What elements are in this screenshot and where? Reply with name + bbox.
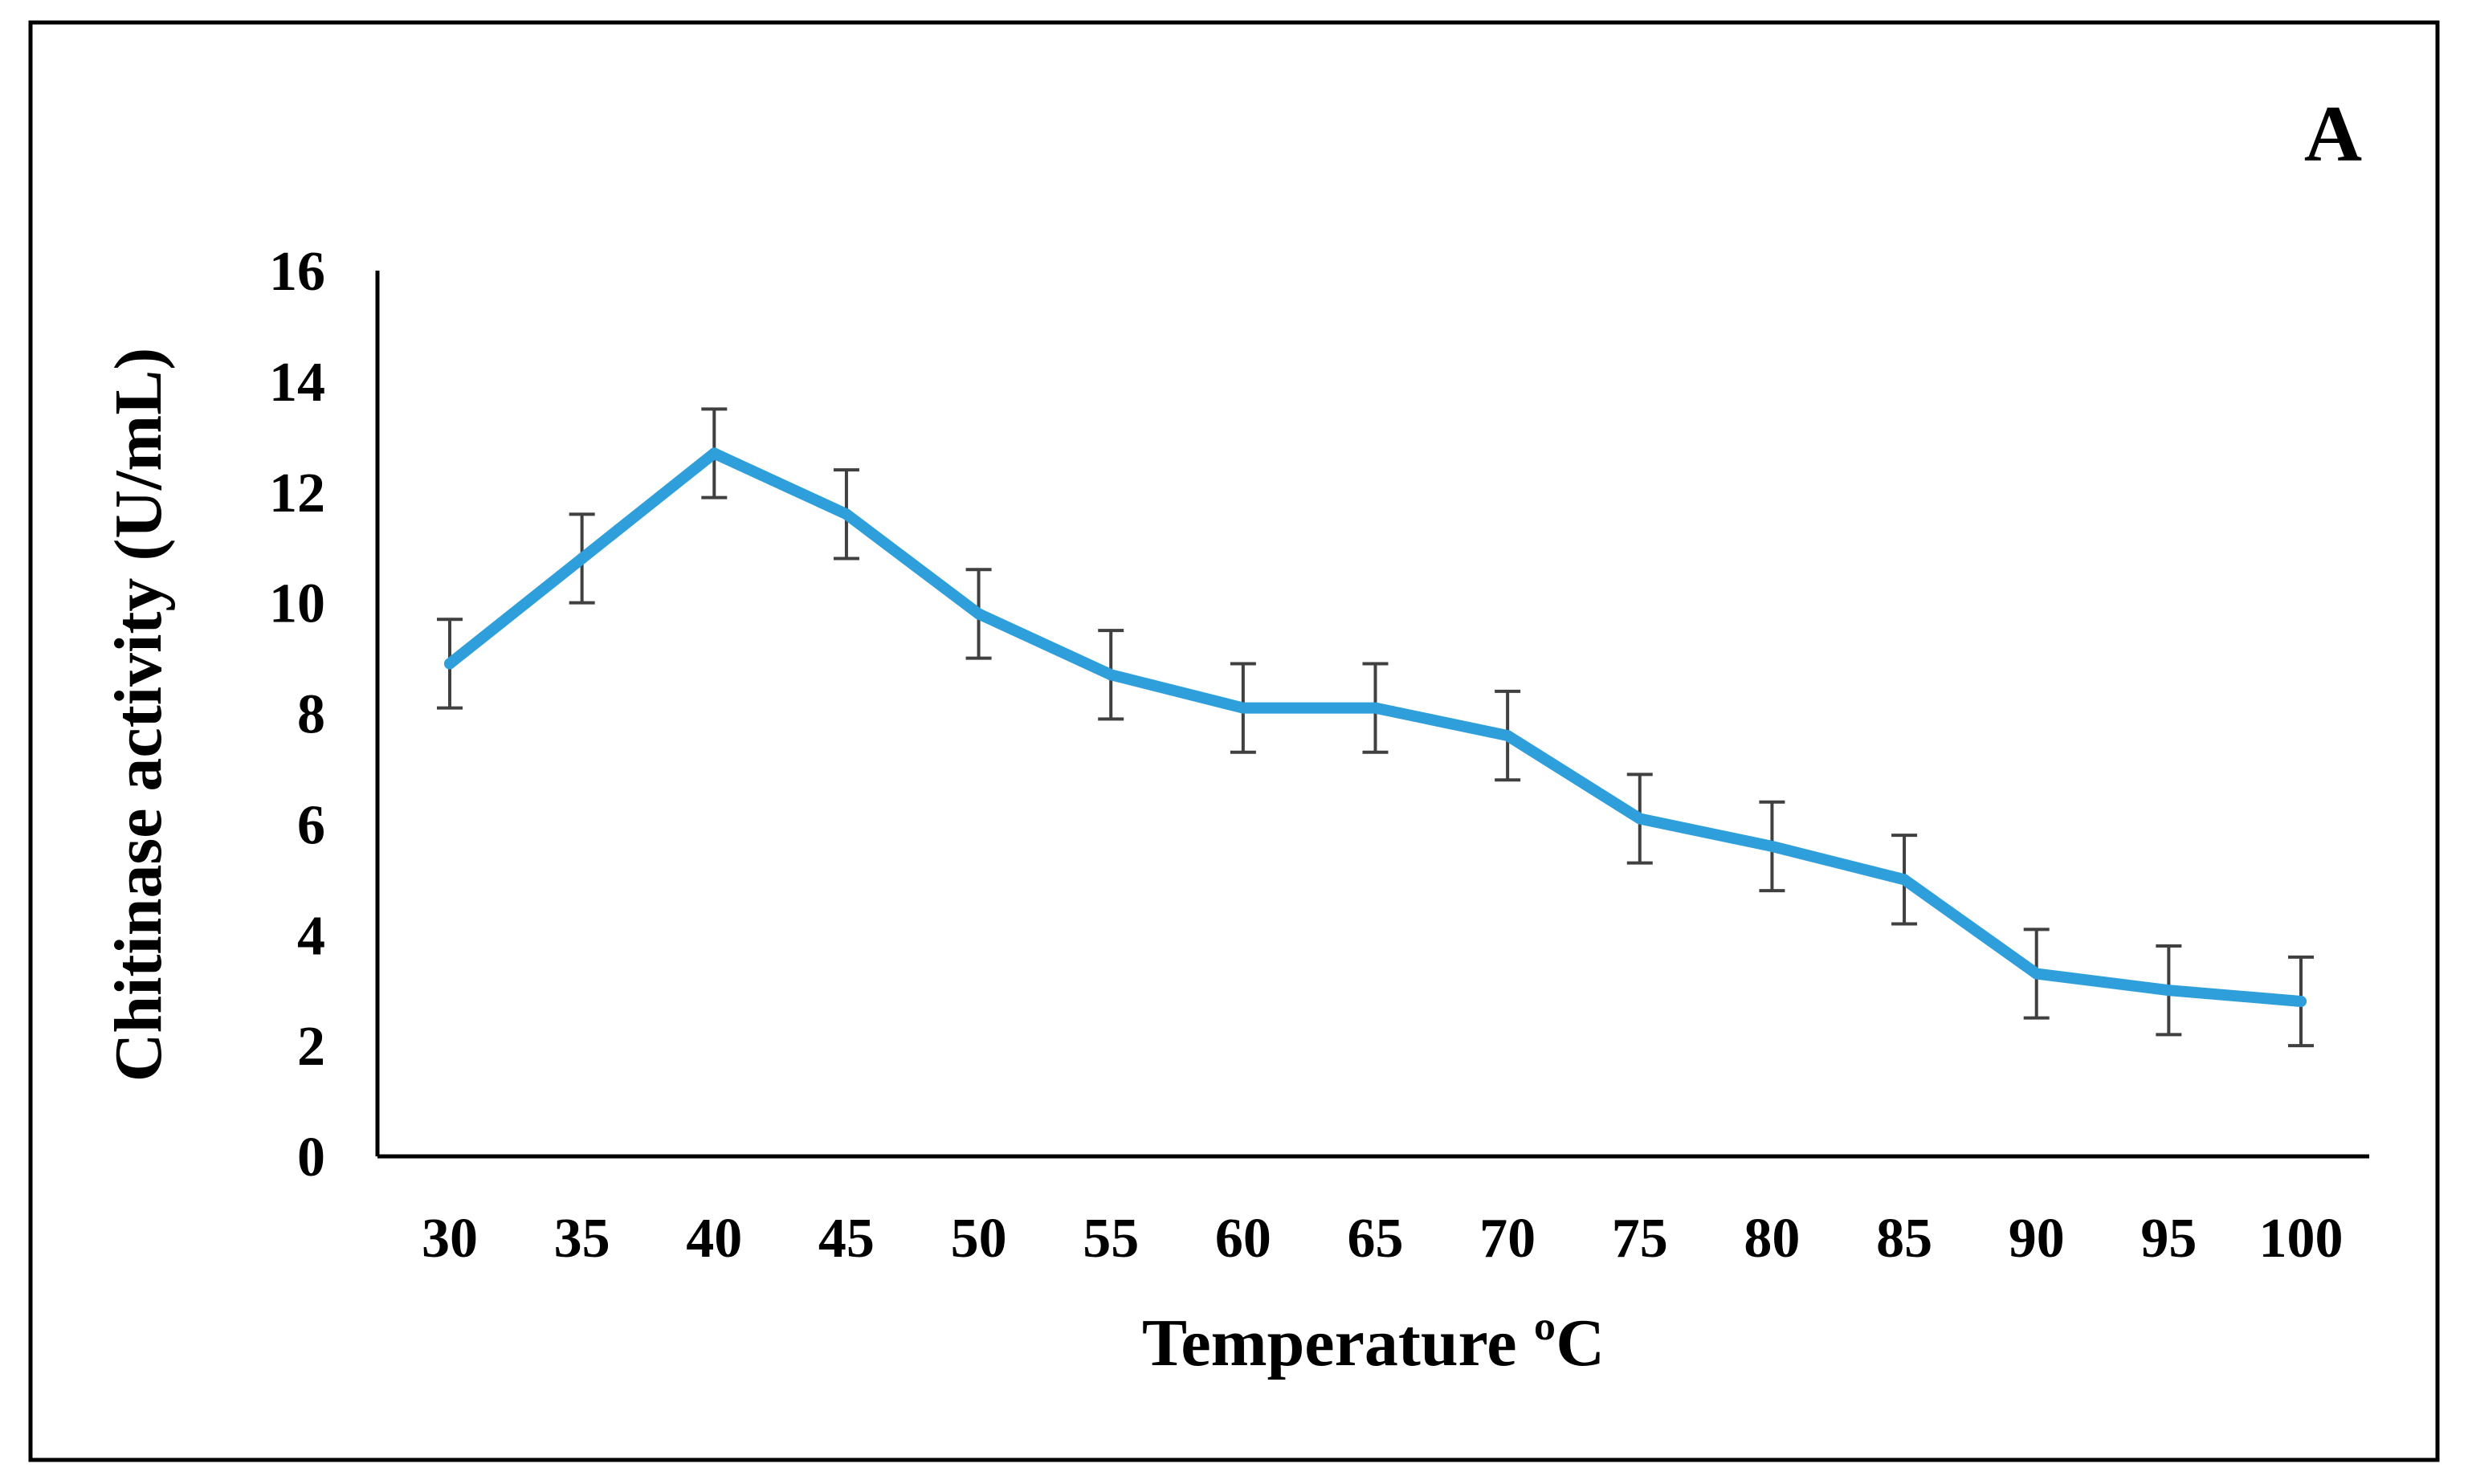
x-tick-label: 90 <box>2009 1208 2065 1270</box>
x-tick-label: 50 <box>951 1208 1007 1270</box>
y-tick-label: 8 <box>297 684 325 746</box>
data-point <box>1899 874 1911 886</box>
x-tick-label: 80 <box>1744 1208 1800 1270</box>
error-bars <box>437 407 2314 1048</box>
data-point <box>1502 730 1514 742</box>
x-tick-label: 70 <box>1479 1208 1536 1270</box>
y-tick-label: 16 <box>269 241 325 303</box>
data-point <box>1766 840 1778 852</box>
panel-label: A <box>2304 89 2362 178</box>
x-tick-label: 75 <box>1612 1208 1668 1270</box>
y-tick-labels: 0 2 4 6 8 10 12 14 16 <box>269 241 325 1188</box>
y-tick-label: 4 <box>297 905 325 967</box>
y-tick-label: 12 <box>269 463 325 524</box>
x-tick-labels: 30 35 40 45 50 55 60 65 70 75 80 85 90 95 100 <box>422 1208 2344 1270</box>
x-tick-label: 95 <box>2140 1208 2197 1270</box>
data-point <box>2030 968 2042 980</box>
y-tick-label: 14 <box>269 352 325 414</box>
data-point <box>1369 702 1381 714</box>
data-point <box>1105 669 1117 681</box>
data-point <box>1634 813 1646 825</box>
figure-frame <box>28 20 2440 1462</box>
x-tick-label: 65 <box>1348 1208 1404 1270</box>
x-tick-label: 100 <box>2259 1208 2344 1270</box>
x-axis-title: Temperature ºC <box>1142 1306 1605 1380</box>
data-point <box>973 608 985 620</box>
data-point <box>1237 702 1249 714</box>
x-tick-label: 55 <box>1083 1208 1139 1270</box>
data-point <box>444 658 455 670</box>
y-tick-label: 10 <box>269 573 325 635</box>
data-point <box>708 447 720 459</box>
y-axis-title: Chitinase activity (U/mL) <box>101 348 176 1082</box>
y-tick-label: 0 <box>297 1127 325 1188</box>
x-tick-label: 45 <box>818 1208 875 1270</box>
data-point <box>2295 995 2307 1007</box>
x-tick-label: 35 <box>554 1208 610 1270</box>
y-tick-label: 6 <box>297 794 325 856</box>
data-point <box>576 552 588 565</box>
data-point <box>2163 985 2175 997</box>
y-tick-label: 2 <box>297 1016 325 1078</box>
x-tick-label: 30 <box>422 1208 478 1270</box>
x-tick-label: 85 <box>1876 1208 1932 1270</box>
data-point <box>840 508 852 520</box>
series-layer <box>444 447 2307 1007</box>
x-tick-label: 40 <box>686 1208 742 1270</box>
x-tick-label: 60 <box>1215 1208 1271 1270</box>
